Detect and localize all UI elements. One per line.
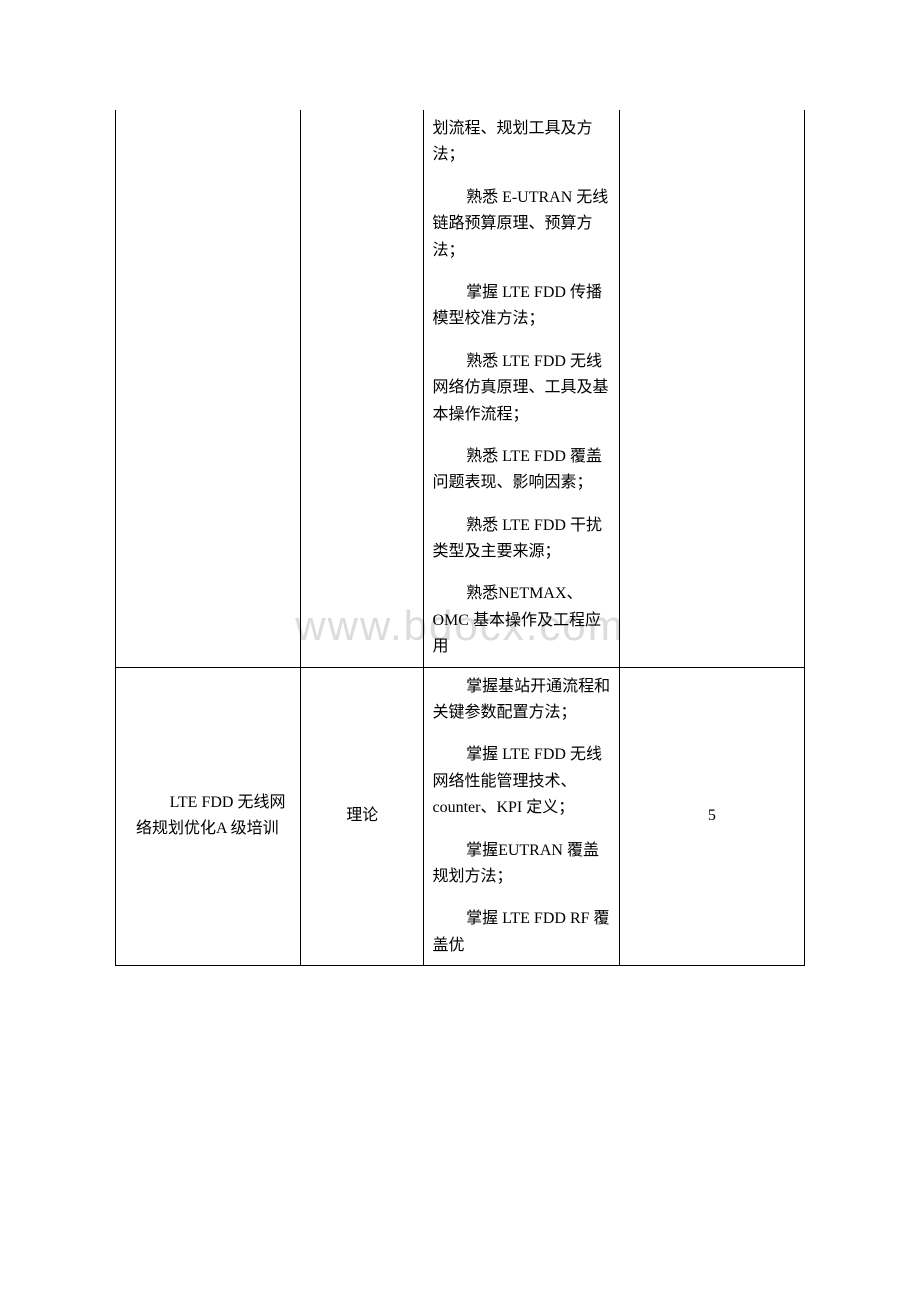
table-row: LTE FDD 无线网络规划优化A 级培训 理论 掌握基站开通流程和关键参数配置…	[116, 667, 805, 966]
cell-content-row1: 划流程、规划工具及方法； 熟悉 E-UTRAN 无线链路预算原理、预算方法； 掌…	[424, 110, 619, 667]
table-row: 划流程、规划工具及方法； 熟悉 E-UTRAN 无线链路预算原理、预算方法； 掌…	[116, 110, 805, 667]
content-para: 掌握基站开通流程和关键参数配置方法；	[432, 674, 610, 727]
content-para: 掌握 LTE FDD 无线网络性能管理技术、counter、KPI 定义；	[432, 742, 610, 821]
content-para: 掌握 LTE FDD RF 覆盖优	[432, 906, 610, 959]
content-para: 熟悉NETMAX、OMC 基本操作及工程应用	[432, 581, 610, 660]
cell-content-row2: 掌握基站开通流程和关键参数配置方法； 掌握 LTE FDD 无线网络性能管理技术…	[424, 667, 619, 966]
content-para: 掌握EUTRAN 覆盖规划方法；	[432, 838, 610, 891]
cell-type-continued	[301, 110, 424, 667]
content-para: 熟悉 LTE FDD 覆盖问题表现、影响因素；	[432, 444, 610, 497]
content-para: 熟悉 E-UTRAN 无线链路预算原理、预算方法；	[432, 185, 610, 264]
cell-course-name-continued	[116, 110, 301, 667]
content-para: 划流程、规划工具及方法；	[432, 116, 610, 169]
content-para: 熟悉 LTE FDD 干扰类型及主要来源；	[432, 513, 610, 566]
cell-days: 5	[619, 667, 804, 966]
course-table: 划流程、规划工具及方法； 熟悉 E-UTRAN 无线链路预算原理、预算方法； 掌…	[115, 110, 805, 966]
content-para: 掌握 LTE FDD 传播模型校准方法；	[432, 280, 610, 333]
cell-type: 理论	[301, 667, 424, 966]
cell-course-name: LTE FDD 无线网络规划优化A 级培训	[116, 667, 301, 966]
content-para: 熟悉 LTE FDD 无线网络仿真原理、工具及基本操作流程；	[432, 349, 610, 428]
cell-days-continued	[619, 110, 804, 667]
